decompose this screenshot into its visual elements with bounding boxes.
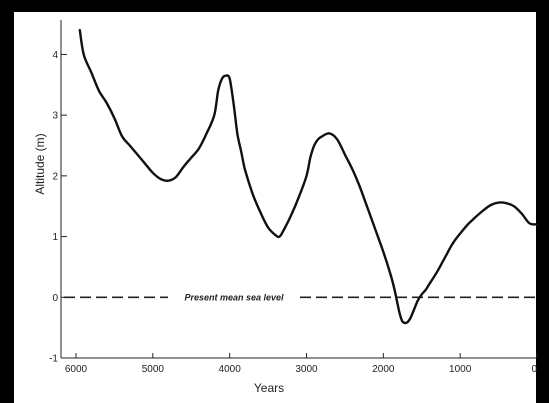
x-axis-title: Years: [254, 381, 284, 395]
sea-level-label: Present mean sea level: [184, 292, 284, 302]
x-tick-label: 6000: [65, 364, 88, 375]
plot-background: [14, 12, 536, 370]
x-tick-label: 0: [531, 364, 537, 375]
x-tick-label: 3000: [295, 364, 318, 375]
x-tick-label: 5000: [142, 364, 165, 375]
y-tick-label: 0: [52, 293, 58, 304]
y-tick-label: 2: [52, 171, 58, 182]
y-tick-label: -1: [49, 354, 58, 365]
y-axis-title: Altitude (m): [33, 133, 47, 194]
y-tick-label: 3: [52, 111, 58, 122]
series-layer: [78, 28, 539, 325]
x-tick-label: 1000: [449, 364, 472, 375]
y-tick-label: 4: [52, 50, 58, 61]
x-axis-ticks: 6000 5000 4000 3000 2000 1000 0: [65, 353, 538, 375]
x-tick-label: 4000: [219, 364, 242, 375]
x-axis-band: [14, 370, 536, 403]
y-tick-label: 1: [52, 232, 58, 243]
x-tick-label: 2000: [372, 364, 395, 375]
altitude-series-line: [78, 28, 539, 325]
